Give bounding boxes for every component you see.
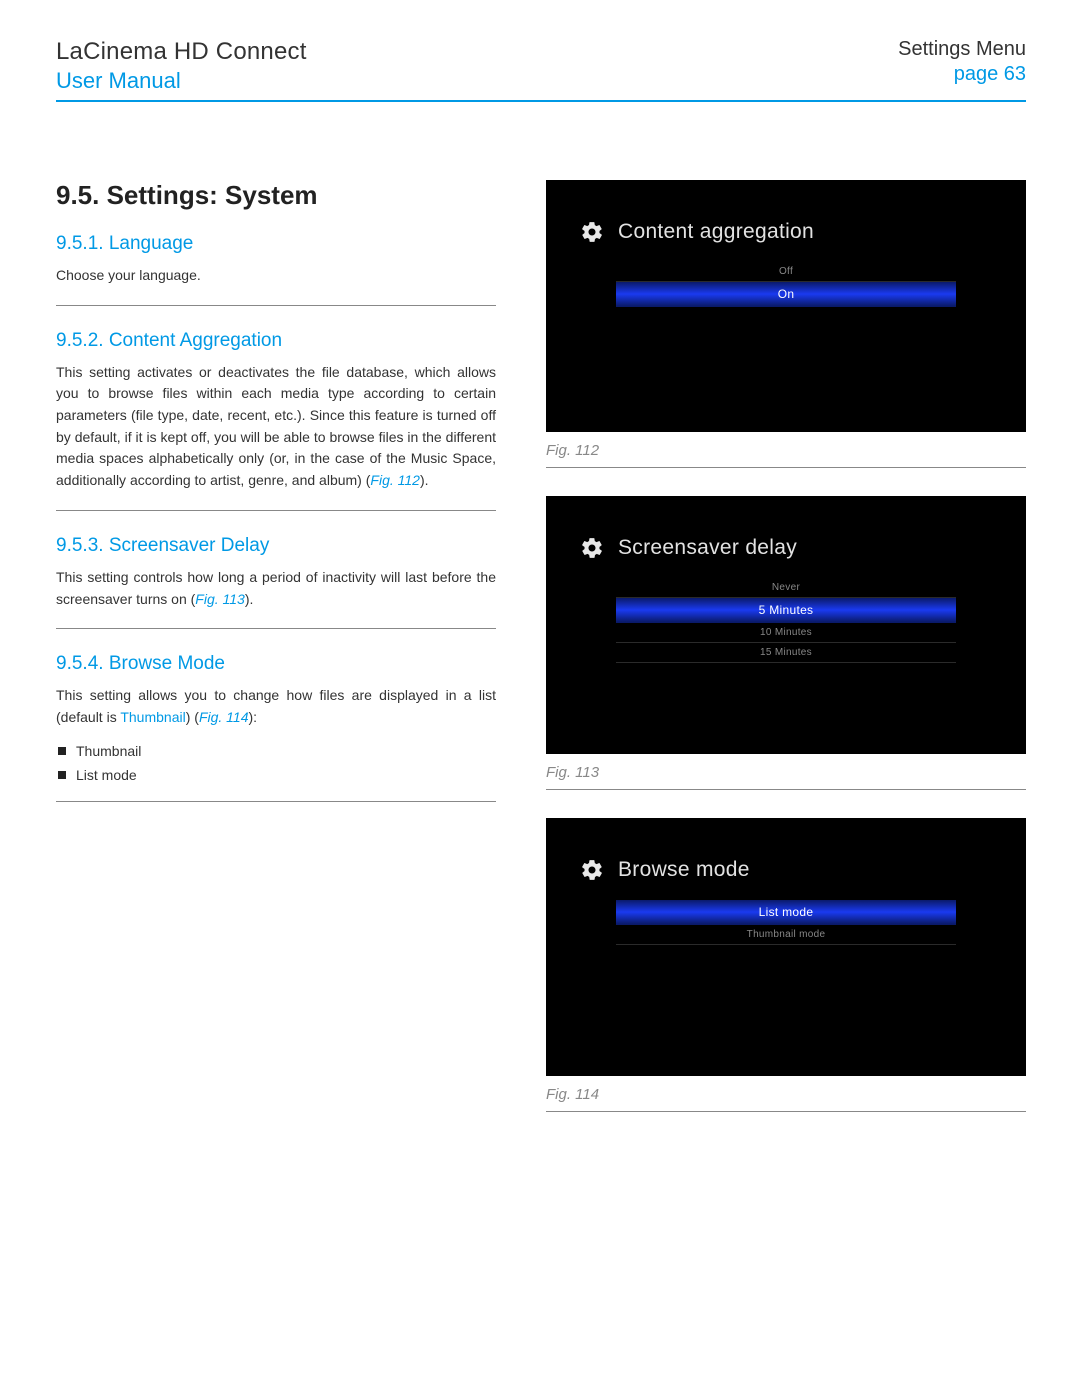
screenshot-options: List mode Thumbnail mode xyxy=(616,900,956,945)
body-post: ). xyxy=(420,472,429,488)
screenshot-options: Never 5 Minutes 10 Minutes 15 Minutes xyxy=(616,578,956,663)
option-10min: 10 Minutes xyxy=(616,623,956,643)
body-pre: This setting controls how long a period … xyxy=(56,569,496,607)
body-text: This setting controls how long a period … xyxy=(56,567,496,610)
screenshot-screensaver-delay: Screensaver delay Never 5 Minutes 10 Min… xyxy=(546,496,1026,754)
screenshot-titlebar: Browse mode xyxy=(546,818,1026,900)
screenshot-browse-mode: Browse mode List mode Thumbnail mode xyxy=(546,818,1026,1076)
sub-heading: 9.5.3. Screensaver Delay xyxy=(56,535,496,557)
sub-heading: 9.5.4. Browse Mode xyxy=(56,653,496,675)
figure-divider xyxy=(546,789,1026,790)
figure-column: Content aggregation Off On Fig. 112 Scre… xyxy=(546,180,1026,1140)
screenshot-content-aggregation: Content aggregation Off On xyxy=(546,180,1026,432)
body-post: ). xyxy=(245,591,254,607)
figure-link[interactable]: Fig. 112 xyxy=(370,472,420,488)
product-title: LaCinema HD Connect xyxy=(56,38,307,66)
body-post: ): xyxy=(248,709,257,725)
header-left: LaCinema HD Connect User Manual xyxy=(56,38,307,94)
body-mid: ) ( xyxy=(186,709,199,725)
option-off: Off xyxy=(616,262,956,282)
figure-divider xyxy=(546,467,1026,468)
figure-caption: Fig. 114 xyxy=(546,1086,1026,1103)
section-language: 9.5.1. Language Choose your language. xyxy=(56,233,496,287)
figure-divider xyxy=(546,1111,1026,1112)
figure-caption: Fig. 112 xyxy=(546,442,1026,459)
gear-icon xyxy=(580,220,604,244)
figure-link[interactable]: Fig. 114 xyxy=(199,709,249,725)
bullet-list: Thumbnail List mode xyxy=(56,743,496,783)
list-item: Thumbnail xyxy=(58,743,496,759)
body-text: This setting allows you to change how fi… xyxy=(56,685,496,728)
screenshot-title: Browse mode xyxy=(618,858,750,882)
body-text: Choose your language. xyxy=(56,265,496,287)
sub-heading: 9.5.2. Content Aggregation xyxy=(56,330,496,352)
body-pre: This setting activates or deactivates th… xyxy=(56,364,496,488)
list-item: List mode xyxy=(58,767,496,783)
figure-113: Screensaver delay Never 5 Minutes 10 Min… xyxy=(546,496,1026,790)
body-text: This setting activates or deactivates th… xyxy=(56,362,496,492)
screenshot-title: Content aggregation xyxy=(618,220,814,244)
doc-subtitle: User Manual xyxy=(56,68,307,94)
section-divider xyxy=(56,801,496,802)
screenshot-title: Screensaver delay xyxy=(618,536,797,560)
section-divider xyxy=(56,305,496,306)
text-column: 9.5. Settings: System 9.5.1. Language Ch… xyxy=(56,180,496,1140)
gear-icon xyxy=(580,858,604,882)
figure-114: Browse mode List mode Thumbnail mode Fig… xyxy=(546,818,1026,1112)
option-on: On xyxy=(616,282,956,307)
screenshot-titlebar: Content aggregation xyxy=(546,180,1026,262)
gear-icon xyxy=(580,536,604,560)
section-browse-mode: 9.5.4. Browse Mode This setting allows y… xyxy=(56,653,496,782)
default-keyword: Thumbnail xyxy=(120,709,185,725)
figure-caption: Fig. 113 xyxy=(546,764,1026,781)
header-right: Settings Menu page 63 xyxy=(898,38,1026,94)
page-content: 9.5. Settings: System 9.5.1. Language Ch… xyxy=(56,180,1026,1140)
option-never: Never xyxy=(616,578,956,598)
figure-link[interactable]: Fig. 113 xyxy=(195,591,245,607)
main-heading: 9.5. Settings: System xyxy=(56,180,496,211)
section-content-aggregation: 9.5.2. Content Aggregation This setting … xyxy=(56,330,496,492)
option-list-mode: List mode xyxy=(616,900,956,925)
page-header: LaCinema HD Connect User Manual Settings… xyxy=(56,38,1026,102)
section-name: Settings Menu xyxy=(898,38,1026,61)
section-screensaver-delay: 9.5.3. Screensaver Delay This setting co… xyxy=(56,535,496,610)
bullet-label: Thumbnail xyxy=(76,743,141,759)
section-divider xyxy=(56,628,496,629)
screenshot-titlebar: Screensaver delay xyxy=(546,496,1026,578)
bullet-label: List mode xyxy=(76,767,137,783)
sub-heading: 9.5.1. Language xyxy=(56,233,496,255)
option-5min: 5 Minutes xyxy=(616,598,956,623)
screenshot-options: Off On xyxy=(616,262,956,307)
option-thumbnail-mode: Thumbnail mode xyxy=(616,925,956,945)
section-divider xyxy=(56,510,496,511)
option-15min: 15 Minutes xyxy=(616,643,956,663)
figure-112: Content aggregation Off On Fig. 112 xyxy=(546,180,1026,468)
page-number: page 63 xyxy=(898,63,1026,86)
